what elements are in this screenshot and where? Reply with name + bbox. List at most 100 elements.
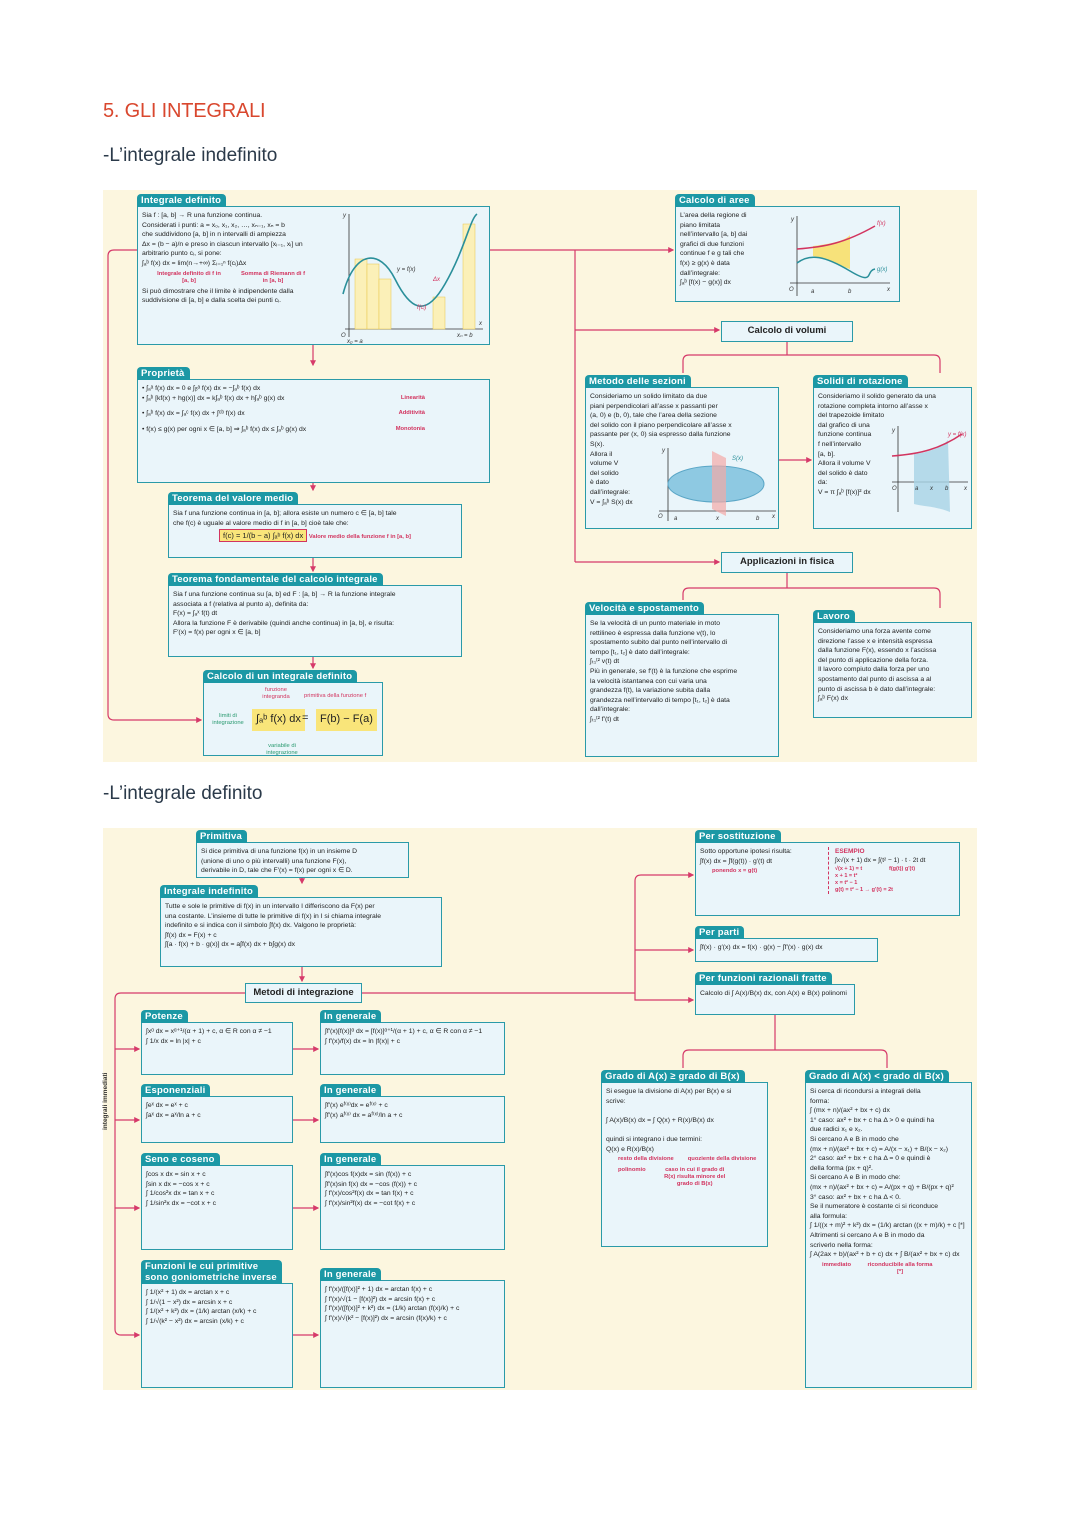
proprieta-property-label: Linearità (400, 394, 425, 401)
grado_lt-line: 3° caso: ax² + bx + c ha Δ < 0. (810, 1193, 901, 1201)
primitiva-line: derivabile in D, tale che F′(x) = f(x) p… (201, 867, 353, 875)
grado_lt-body: Si cerca di ricondursi a integrali della… (805, 1082, 972, 1388)
grado_lt-line: 1° caso: ax² + bx + c ha Δ > 0 e quindi … (810, 1116, 935, 1124)
int_def-line: arbitrario punto cᵢ, si pone: (142, 250, 222, 258)
grado_lt-line: forma: (810, 1097, 830, 1105)
parti-body: ∫f(x) · g′(x) dx = f(x) · g(x) − ∫f′(x) … (695, 938, 878, 962)
gen1-title: In generale (320, 1010, 382, 1023)
potenze-title: Potenze (141, 1010, 188, 1023)
example-block: ESEMPIO ∫x√(x + 1) dx = ∫(t² − 1) · t · 2… (828, 847, 925, 894)
gen4-line: ∫ f′(x)/√(k² − [f(x)]²) dx = arcsin (f(x… (325, 1314, 447, 1322)
figure-label: y (342, 213, 347, 219)
aree-line: continue f e g tali che (680, 250, 745, 258)
int_def-line: Considerati i punti: a = x₀, x₁, x₂, …, … (142, 221, 285, 229)
section-title-definito: -L’integrale definito (103, 783, 263, 804)
grado_lt-line: (mx + n)/(ax² + bx + c) = A/(px + q) + B… (810, 1183, 954, 1191)
box-media: Sia f una funzione continua in [a, b]; a… (168, 492, 462, 558)
figure-label: x (478, 321, 483, 327)
figure-label: b (945, 486, 949, 492)
int_def-line: Sia f : [a, b] → R una funzione continua… (142, 212, 263, 219)
figure-label: y = f(x) (947, 432, 967, 438)
gonio-line: ∫ 1/(x² + 1) dx = arctan x + c (146, 1289, 230, 1296)
seno-line: ∫cos x dx = sin x + c (146, 1171, 206, 1178)
example-line: √(x + 1) = t (835, 866, 863, 872)
grado_lt-line: ∫ (mx + n)/(ax² + bx + c) dx (810, 1107, 890, 1115)
calcolo_def-body: funzione integranda primitiva della funzi… (203, 682, 383, 756)
box-grado_ge: Si esegue la divisione di A(x) per B(x) … (601, 1070, 768, 1247)
media-formula: f(c) = 1/(b − a) ∫ₐᵇ f(x) dx Valore medi… (173, 529, 457, 543)
box-gen4: ∫ f′(x)/([f(x)]² + 1) dx = arctan f(x) +… (320, 1268, 505, 1388)
figure-label: O (892, 486, 897, 492)
box-rotazione: Consideriamo il solido generato da una ro… (813, 375, 972, 529)
calcolo_def-formula-left: ∫ₐᵇ f(x) dx (252, 709, 305, 731)
figure-label: S(x) (732, 456, 743, 462)
sezioni-title: Metodo delle sezioni (585, 375, 691, 388)
sezioni-line: passante per (x, 0) sia espresso dalla f… (590, 431, 731, 439)
calcolo_def-note: limiti di integrazione (212, 713, 244, 726)
box-aree: L’area della regione di piano limitata nel… (675, 194, 900, 302)
gen4-text: ∫ f′(x)/([f(x)]² + 1) dx = arctan f(x) +… (325, 1285, 500, 1323)
fratte-title: Per funzioni razionali fratte (695, 972, 832, 985)
figure-label: x (771, 514, 776, 520)
grado_lt-text: Si cerca di ricondursi a integrali della… (810, 1087, 967, 1276)
grado_lt-line: scriverlo nella forma: (810, 1241, 873, 1249)
grado_ge-text: Si esegue la divisione di A(x) per B(x) … (606, 1087, 763, 1188)
media-note: Valore medio della funzione f in [a, b] (307, 534, 411, 541)
example-line: g(t) = t² − 1 → g′(t) = 2t (835, 887, 893, 893)
sostituzione-note: ponendo x = g(t) (712, 868, 758, 875)
gen1-line: ∫ f′(x)/f(x) dx = ln |f(x)| + c (325, 1037, 401, 1045)
gen3-text: ∫f′(x)cos f(x)dx = sin (f(x)) + c ∫f′(x)s… (325, 1170, 500, 1208)
box-grado_lt: Si cerca di ricondursi a integrali della… (805, 1070, 972, 1388)
media-body: Sia f una funzione continua in [a, b]; a… (168, 504, 462, 558)
aree-line: dall’integrale: (680, 269, 721, 277)
media-line: Sia f una funzione continua in [a, b]; a… (173, 510, 397, 517)
calcolo_def-title: Calcolo di un integrale definito (203, 670, 358, 683)
figure-label: O (658, 514, 663, 520)
grado_lt-line: Altrimenti si cercano A e B in modo da (810, 1231, 925, 1239)
box-proprieta: • ∫ₐᵃ f(x) dx = 0 e ∫ᵦᵃ f(x) dx = −∫ₐᵇ f… (137, 367, 490, 483)
box-sezioni: Consideriamo un solido limitato da due pi… (585, 375, 779, 529)
rotazione-line: da: (818, 479, 828, 487)
esponenziali-title: Esponenziali (141, 1084, 211, 1097)
rotazione-line: f nell’intervallo (818, 440, 862, 448)
box-fratte: Calcolo di ∫ A(x)/B(x) dx, con A(x) e B(… (695, 972, 855, 1015)
lavoro-title: Lavoro (813, 610, 855, 623)
gen4-body: ∫ f′(x)/([f(x)]² + 1) dx = arctan f(x) +… (320, 1280, 505, 1388)
sostituzione-title: Per sostituzione (695, 830, 781, 843)
aree-line: ∫ₐᵇ [f(x) − g(x)] dx (680, 279, 731, 287)
figure-label: y (891, 428, 896, 434)
grado_lt-line: alla formula: (810, 1212, 848, 1220)
sezioni-line: del solido (590, 469, 619, 477)
sezioni-line: è dato (590, 479, 609, 487)
grado_ge-note: quoziente della divisione (687, 1156, 757, 1163)
grado_lt-line: Si cercano A e B in modo che (810, 1135, 899, 1143)
velocita-line: ∫ₜ₁ᵗ² f′(t) dt (590, 715, 619, 723)
sezioni-line: Allora il (590, 450, 613, 458)
sezioni-line: Consideriamo un solido limitato da due (590, 393, 708, 400)
rotazione-text: Consideriamo il solido generato da una ro… (818, 392, 967, 498)
seno-line: ∫sin x dx = −cos x + c (146, 1180, 210, 1188)
box-seno: ∫cos x dx = sin x + c ∫sin x dx = −cos x … (141, 1153, 293, 1250)
sezioni-body: Consideriamo un solido limitato da due pi… (585, 387, 779, 529)
potenze-line: ∫xᵅ dx = xᵅ⁺¹/(α + 1) + c, α ∈ R con α ≠… (146, 1028, 272, 1035)
seno-line: ∫ 1/sin²x dx = −cot x + c (146, 1199, 217, 1207)
gen1-body: ∫f′(x)[f(x)]ᵅ dx = [f(x)]ᵅ⁺¹/(α + 1) + c… (320, 1022, 505, 1075)
fondamentale-text: Sia f una funzione continua su [a, b] ed… (173, 590, 457, 638)
grado_lt-line: della forma (px + q)². (810, 1164, 873, 1172)
rotazione-line: rotazione completa intorno all’asse x (818, 402, 928, 410)
grado_ge-line: Si esegue la divisione di A(x) per B(x) … (606, 1088, 732, 1095)
example-line: ∫x√(x + 1) dx = ∫(t² − 1) · t · 2t dt (835, 857, 926, 864)
parti-title: Per parti (695, 926, 745, 939)
proprieta-text: • ∫ₐᵃ f(x) dx = 0 e ∫ᵦᵃ f(x) dx = −∫ₐᵇ f… (142, 384, 485, 434)
fondamentale-line: F′(x) = f(x) per ogni x ∈ [a, b] (173, 629, 261, 637)
gonio-line: ∫ 1/√(k² − x²) dx = arcsin (x/k) + c (146, 1317, 244, 1325)
rotazione-line: Allora il volume V (818, 460, 871, 468)
figure-label: x (886, 287, 891, 293)
box-esponenziali: ∫eˣ dx = eˣ + c ∫aˣ dx = aˣ/ln a + c Espon… (141, 1084, 293, 1143)
proprieta-body: • ∫ₐᵃ f(x) dx = 0 e ∫ᵦᵃ f(x) dx = −∫ₐᵇ f… (137, 379, 490, 483)
int_def-note: Somma di Riemann di f in [a, b] (240, 270, 306, 284)
velocita-line: Se la velocità di un punto materiale in … (590, 620, 720, 627)
esponenziali-line: ∫eˣ dx = eˣ + c (146, 1102, 188, 1109)
grado_ge-line: quindi si integrano i due termini: (606, 1135, 702, 1143)
